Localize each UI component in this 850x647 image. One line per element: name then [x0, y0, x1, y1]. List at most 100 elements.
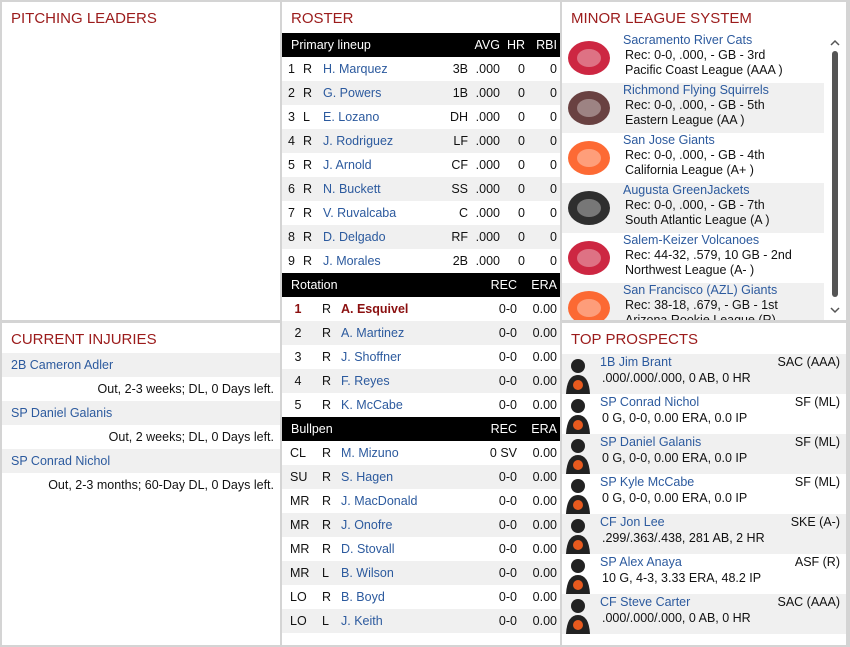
team-link[interactable]: Richmond Flying Squirrels [623, 83, 769, 97]
record: 0-0 [498, 566, 517, 580]
player-link[interactable]: J. Arnold [323, 158, 372, 172]
player-link[interactable]: E. Lozano [323, 110, 380, 124]
era: 0.00 [532, 350, 557, 364]
hr: 0 [518, 62, 525, 76]
hr: 0 [518, 86, 525, 100]
era: 0.00 [532, 542, 557, 556]
team-record: Rec: 38-18, .679, - GB - 1st [625, 298, 778, 312]
player-link[interactable]: J. Keith [341, 614, 383, 628]
prospect-link[interactable]: SP Kyle McCabe [600, 475, 695, 489]
team-row: San Jose Giants Rec: 0-0, .000, - GB - 4t… [562, 133, 824, 183]
table-row: MR R J. MacDonald 0-0 0.00 [282, 489, 560, 513]
injury-player-row: SP Daniel Galanis [2, 401, 280, 425]
role: LO [290, 590, 307, 604]
prospect-stats: 0 G, 0-0, 0.00 ERA, 0.0 IP [602, 451, 748, 465]
injury-player-row: SP Conrad Nichol [2, 449, 280, 473]
player-link[interactable]: J. Onofre [341, 518, 393, 532]
prospect-link[interactable]: SP Conrad Nichol [600, 395, 700, 409]
player-link[interactable]: N. Buckett [323, 182, 381, 196]
rbi: 0 [550, 110, 557, 124]
hr: 0 [518, 110, 525, 124]
rbi: 0 [550, 230, 557, 244]
table-row: 2 R A. Martinez 0-0 0.00 [282, 321, 560, 345]
prospect-link[interactable]: CF Steve Carter [600, 595, 691, 609]
prospect-team: SF (ML) [794, 475, 840, 489]
column-header: AVG [474, 38, 500, 52]
table-row: 8 R D. Delgado RF .000 0 0 [282, 225, 560, 249]
table-row: LO L J. Keith 0-0 0.00 [282, 609, 560, 633]
player-photo [565, 396, 591, 434]
player-link[interactable]: V. Ruvalcaba [323, 206, 397, 220]
player-link[interactable]: SP Daniel Galanis [11, 406, 113, 420]
record: 0-0 [498, 494, 517, 508]
avg: .000 [475, 134, 500, 148]
team-league: Arizona Rookie League (R) [625, 313, 776, 320]
hr: 0 [518, 230, 525, 244]
record: 0-0 [498, 350, 517, 364]
position: CF [451, 158, 468, 172]
table-row: MR R D. Stovall 0-0 0.00 [282, 537, 560, 561]
team-link[interactable]: Salem-Keizer Volcanoes [623, 233, 760, 247]
prospect-team: SF (ML) [794, 435, 840, 449]
avg: .000 [475, 158, 500, 172]
player-link[interactable]: J. Rodriguez [323, 134, 394, 148]
panel-title: PITCHING LEADERS [11, 10, 157, 27]
bats: R [303, 86, 313, 100]
rbi: 0 [550, 182, 557, 196]
player-link[interactable]: F. Reyes [341, 374, 390, 388]
order: 1 [288, 62, 295, 76]
prospect-link[interactable]: 1B Jim Brant [600, 355, 672, 369]
team-logo [565, 186, 613, 230]
table-row: 1 R A. Esquivel 0-0 0.00 [282, 297, 560, 321]
silhouette [566, 359, 590, 394]
injuries-panel: CURRENT INJURIES 2B Cameron Adler Out, 2-3… [2, 323, 280, 645]
player-link[interactable]: G. Powers [323, 86, 382, 100]
player-link[interactable]: M. Mizuno [341, 446, 399, 460]
player-link[interactable]: J. Morales [323, 254, 381, 268]
player-link[interactable]: H. Marquez [323, 62, 388, 76]
logo-graphic [568, 241, 610, 275]
player-link[interactable]: SP Conrad Nichol [11, 454, 111, 468]
prospect-stats: .000/.000/.000, 0 AB, 0 HR [602, 611, 751, 625]
position: 2B [452, 254, 468, 268]
table-row: 3 R J. Shoffner 0-0 0.00 [282, 345, 560, 369]
player-link[interactable]: S. Hagen [341, 470, 394, 484]
player-link[interactable]: B. Wilson [341, 566, 394, 580]
player-link[interactable]: J. Shoffner [341, 350, 402, 364]
prospect-stats: 10 G, 4-3, 3.33 ERA, 48.2 IP [602, 571, 762, 585]
prospect-link[interactable]: SP Daniel Galanis [600, 435, 702, 449]
era: 0.00 [532, 566, 557, 580]
team-row: San Francisco (AZL) Giants Rec: 38-18, .6… [562, 283, 824, 320]
player-link[interactable]: D. Delgado [323, 230, 386, 244]
player-link[interactable]: J. MacDonald [341, 494, 418, 508]
player-link[interactable]: A. Martinez [341, 326, 405, 340]
player-link[interactable]: D. Stovall [341, 542, 395, 556]
avg: .000 [475, 86, 500, 100]
team-link[interactable]: San Jose Giants [623, 133, 715, 147]
table-row: SU R S. Hagen 0-0 0.00 [282, 465, 560, 489]
team-row: Sacramento River Cats Rec: 0-0, .000, - G… [562, 33, 824, 83]
avg: .000 [475, 230, 500, 244]
scrollbar[interactable] [828, 35, 842, 317]
team-link[interactable]: San Francisco (AZL) Giants [623, 283, 778, 297]
throws: R [322, 590, 332, 604]
record: 0-0 [498, 590, 517, 604]
player-link[interactable]: 2B Cameron Adler [11, 358, 114, 372]
prospect-link[interactable]: CF Jon Lee [600, 515, 665, 529]
hr: 0 [518, 158, 525, 172]
prospect-link[interactable]: SP Alex Anaya [600, 555, 682, 569]
column-header: ERA [531, 422, 557, 436]
throws: R [322, 470, 332, 484]
injury-status: Out, 2-3 months; 60-Day DL, 0 Days left. [48, 478, 274, 492]
player-link[interactable]: A. Esquivel [341, 302, 409, 316]
throws: R [322, 302, 332, 316]
prospect-row: SP Conrad Nichol SF (ML) 0 G, 0-0, 0.00 ER… [562, 394, 846, 434]
silhouette [566, 559, 590, 594]
bats: R [303, 158, 313, 172]
table-row: 4 R F. Reyes 0-0 0.00 [282, 369, 560, 393]
team-link[interactable]: Sacramento River Cats [623, 33, 753, 47]
era: 0.00 [532, 470, 557, 484]
player-link[interactable]: K. McCabe [341, 398, 403, 412]
player-link[interactable]: B. Boyd [341, 590, 385, 604]
team-link[interactable]: Augusta GreenJackets [623, 183, 750, 197]
